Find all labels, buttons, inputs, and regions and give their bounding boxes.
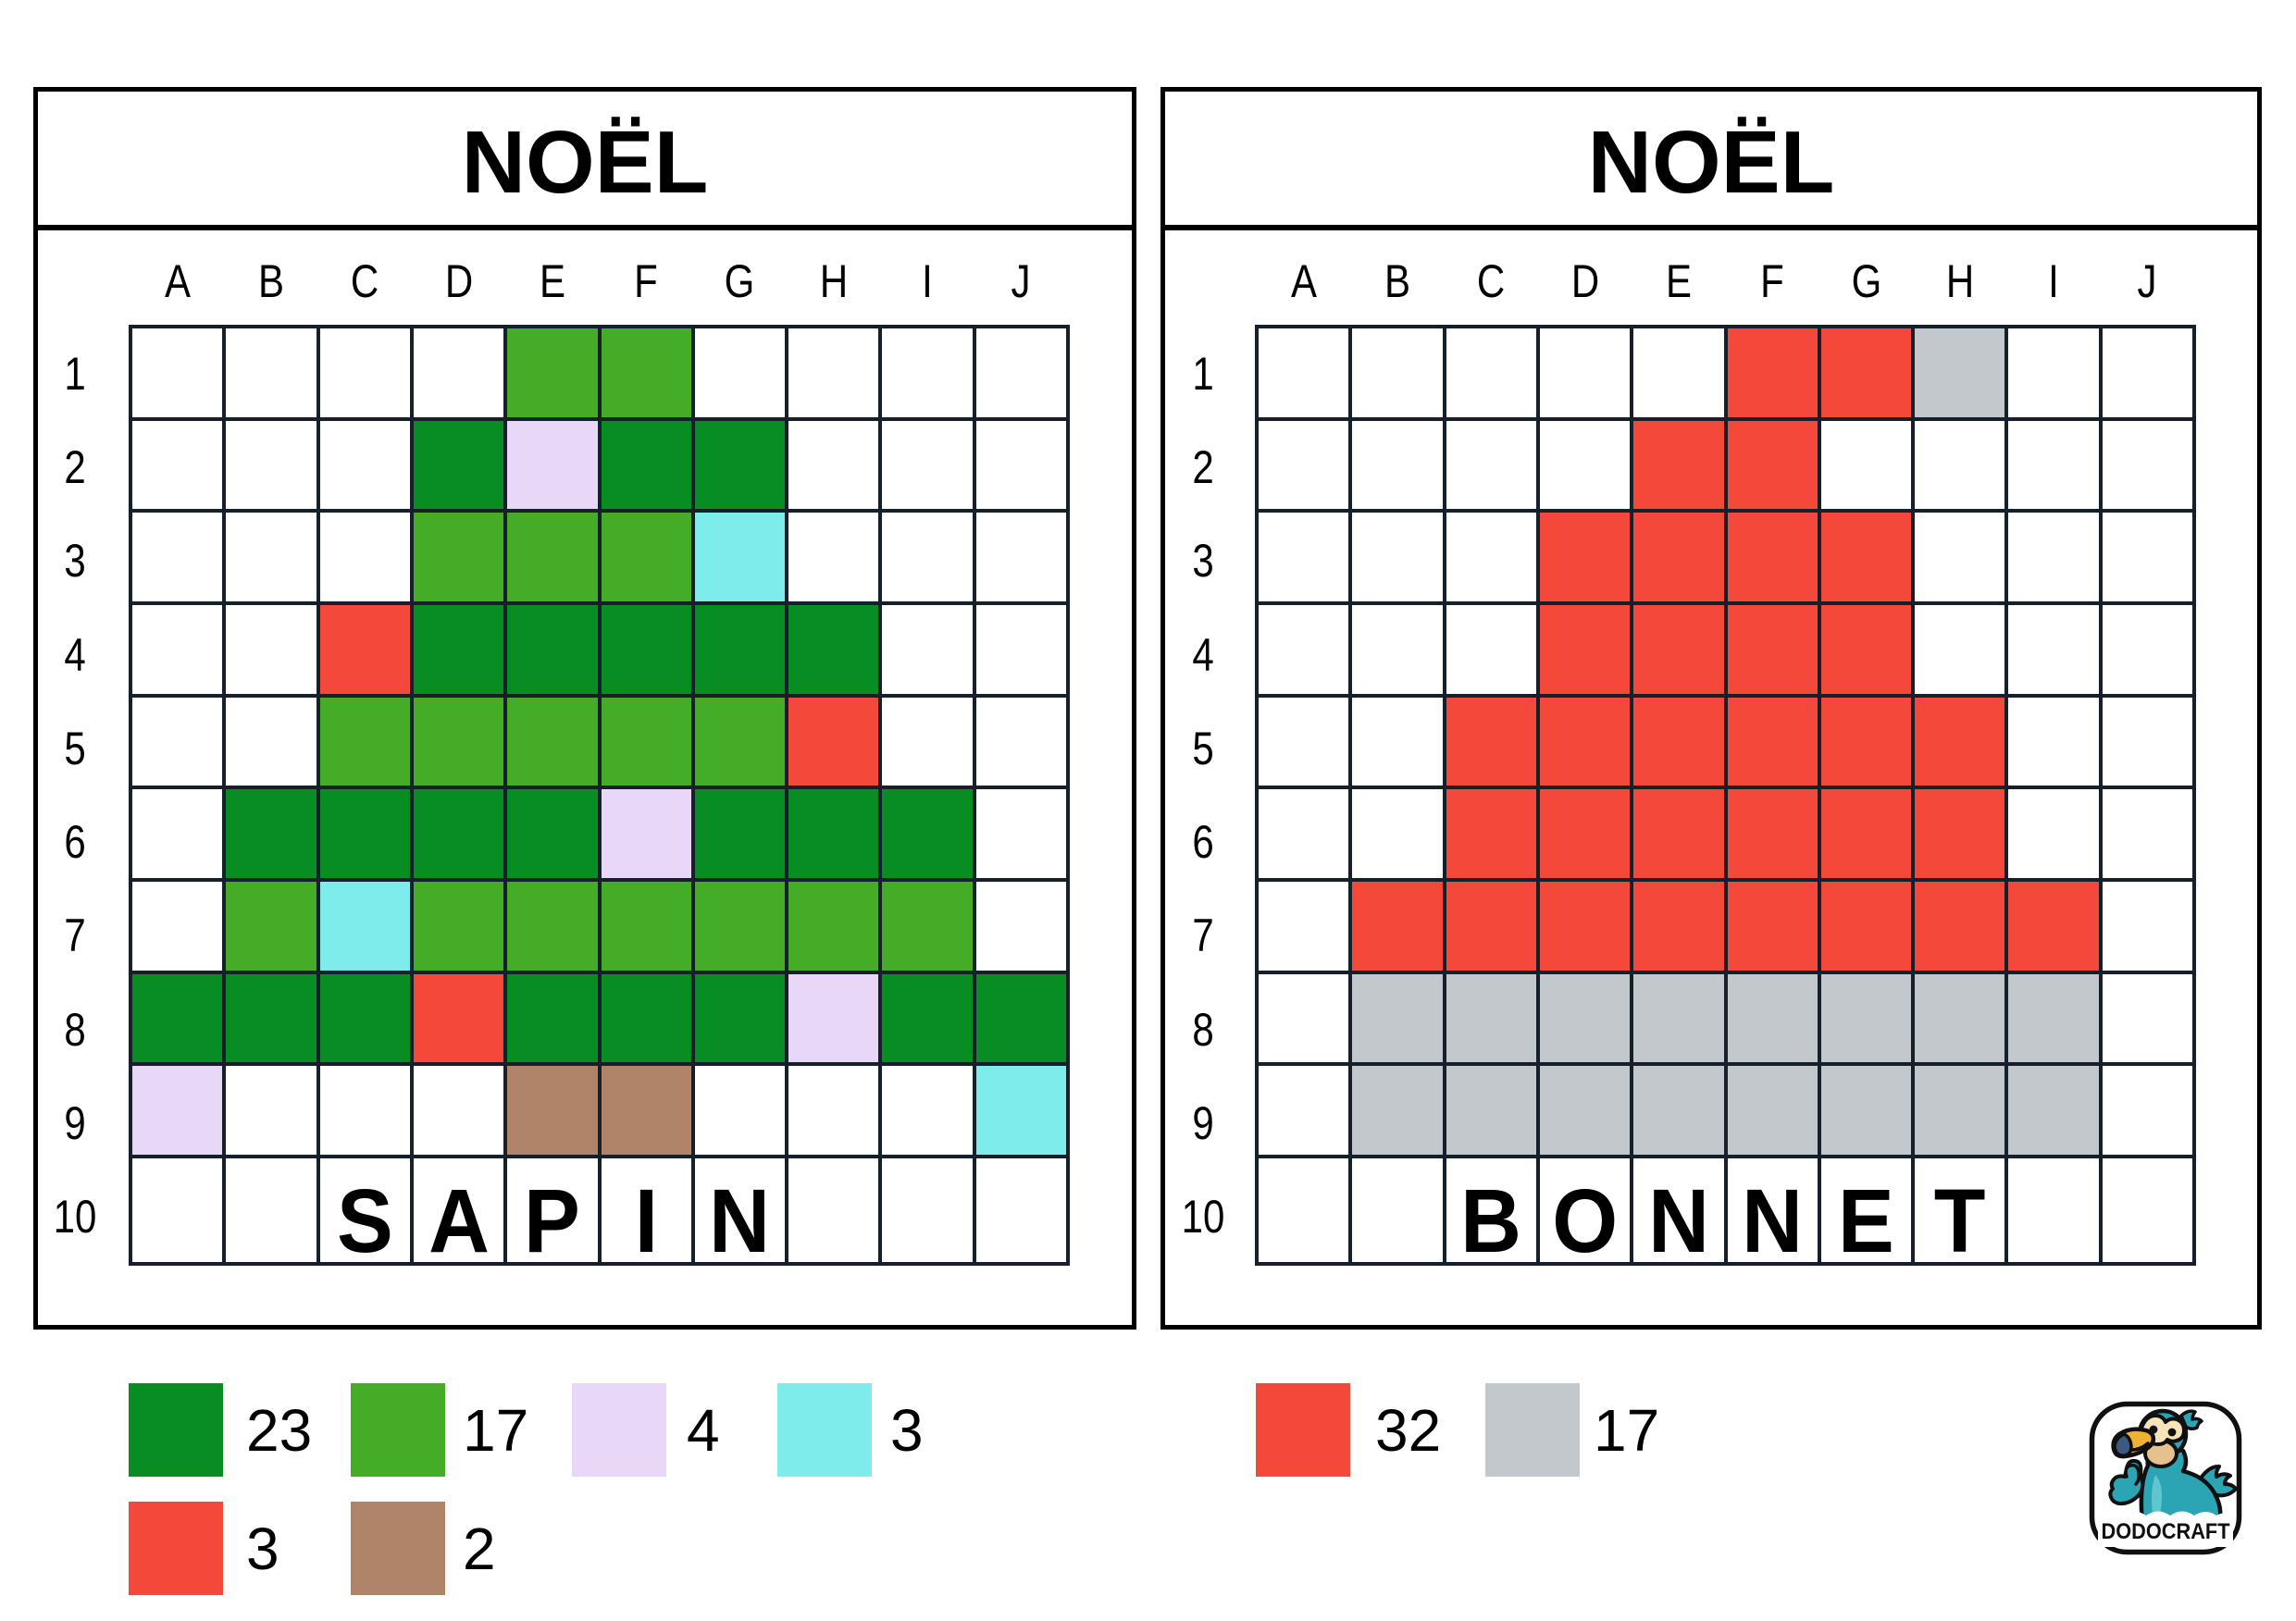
svg-text:DODOCRAFT: DODOCRAFT <box>2102 1519 2230 1544</box>
